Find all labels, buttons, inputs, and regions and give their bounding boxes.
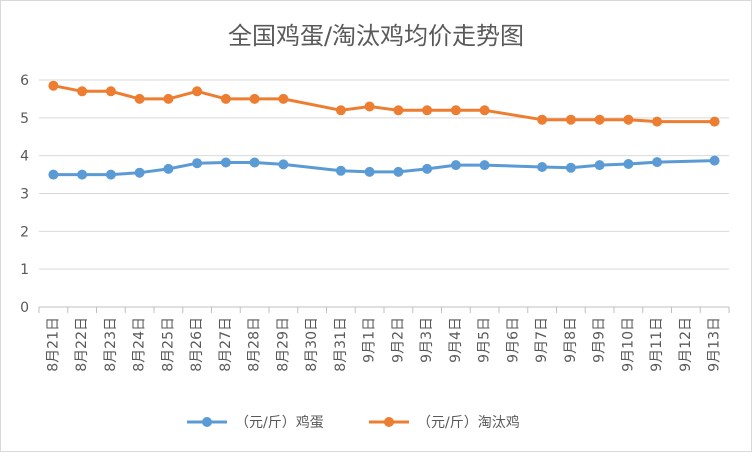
x-tick-label: 9月9日 (592, 317, 608, 363)
data-point (249, 157, 260, 168)
x-tick-label: 8月29日 (275, 317, 291, 372)
data-point (450, 160, 461, 171)
data-point (537, 114, 548, 125)
data-point (163, 163, 174, 174)
x-tick-label: 9月2日 (390, 317, 406, 363)
x-tick-label: 9月1日 (362, 317, 378, 363)
y-tick-label: 2 (20, 224, 29, 240)
series-line (53, 159, 715, 177)
legend-label: （元/斤）淘汰鸡 (417, 414, 520, 431)
data-point (709, 116, 720, 127)
data-point (364, 166, 375, 177)
x-axis-ticks: 8月21日 8月22日 8月23日 8月24日 8月25日 8月26日 8月27日 8月28日… (38, 307, 730, 372)
data-point (48, 80, 59, 91)
x-tick-label: 8月22日 (74, 317, 90, 372)
series-lines (48, 80, 720, 180)
data-point (220, 93, 231, 104)
data-point (422, 163, 433, 174)
x-tick-label: 8月30日 (304, 317, 320, 372)
data-point (450, 105, 461, 116)
data-point (479, 160, 490, 171)
y-axis-ticks: 0 1 2 3 4 5 6 (20, 73, 29, 316)
legend-label: （元/斤）鸡蛋 (235, 414, 324, 431)
y-tick-label: 4 (20, 149, 29, 165)
data-point (364, 101, 375, 112)
x-tick-label: 8月25日 (160, 317, 176, 372)
data-point (77, 169, 88, 180)
data-point (77, 86, 88, 97)
x-tick-label: 8月28日 (247, 317, 263, 372)
x-tick-label: 9月13日 (707, 317, 723, 372)
data-point (220, 157, 231, 168)
data-point (163, 93, 174, 104)
gridlines (39, 79, 729, 308)
series-2 (48, 80, 720, 127)
x-tick-label: 9月6日 (505, 317, 521, 363)
x-tick-label: 8月27日 (218, 317, 234, 372)
x-tick-label: 9月7日 (534, 317, 550, 363)
data-point (479, 105, 490, 116)
data-point (537, 162, 548, 172)
x-tick-label: 8月26日 (189, 317, 205, 372)
legend: （元/斤）鸡蛋 （元/斤）淘汰鸡 (187, 414, 520, 431)
x-tick-label: 9月11日 (649, 317, 665, 372)
data-point (594, 160, 605, 171)
x-tick-label: 9月10日 (620, 317, 636, 372)
series-line (53, 84, 715, 124)
x-tick-label: 8月23日 (103, 317, 119, 372)
y-tick-label: 3 (20, 187, 29, 203)
x-tick-label: 9月3日 (419, 317, 435, 363)
data-point (393, 166, 404, 177)
y-tick-label: 0 (20, 300, 29, 316)
data-point (278, 93, 289, 104)
x-tick-label: 8月24日 (132, 317, 148, 372)
data-point (134, 167, 145, 178)
x-tick-label: 8月31日 (333, 317, 349, 372)
data-point (48, 169, 59, 180)
x-tick-label: 9月4日 (448, 317, 464, 363)
legend-swatch-marker (202, 417, 212, 427)
data-point (192, 158, 203, 169)
legend-item: （元/斤）淘汰鸡 (369, 414, 520, 431)
data-point (278, 159, 289, 170)
data-point (105, 86, 116, 97)
data-point (105, 169, 116, 180)
x-tick-label: 8月21日 (45, 317, 61, 372)
data-point (335, 165, 346, 176)
data-point (393, 105, 404, 116)
data-point (249, 93, 260, 104)
series-1 (48, 155, 720, 180)
legend-item: （元/斤）鸡蛋 (187, 414, 324, 431)
data-point (134, 93, 145, 104)
data-point (594, 114, 605, 125)
data-point (422, 105, 433, 116)
x-tick-label: 9月12日 (678, 317, 694, 372)
data-point (623, 114, 634, 125)
data-point (652, 157, 663, 168)
legend-swatch-marker (384, 417, 394, 427)
y-tick-label: 6 (20, 73, 29, 89)
data-point (335, 105, 346, 116)
data-point (652, 116, 663, 127)
data-point (565, 162, 576, 173)
data-point (709, 155, 720, 166)
data-point (623, 159, 634, 169)
data-point (192, 86, 203, 97)
x-tick-label: 9月5日 (477, 317, 493, 363)
data-point (565, 114, 576, 125)
chart-title: 全国鸡蛋/淘汰鸡均价走势图 (228, 22, 524, 50)
y-tick-label: 5 (20, 111, 29, 127)
x-tick-label: 9月8日 (563, 317, 579, 363)
y-tick-label: 1 (20, 262, 29, 278)
